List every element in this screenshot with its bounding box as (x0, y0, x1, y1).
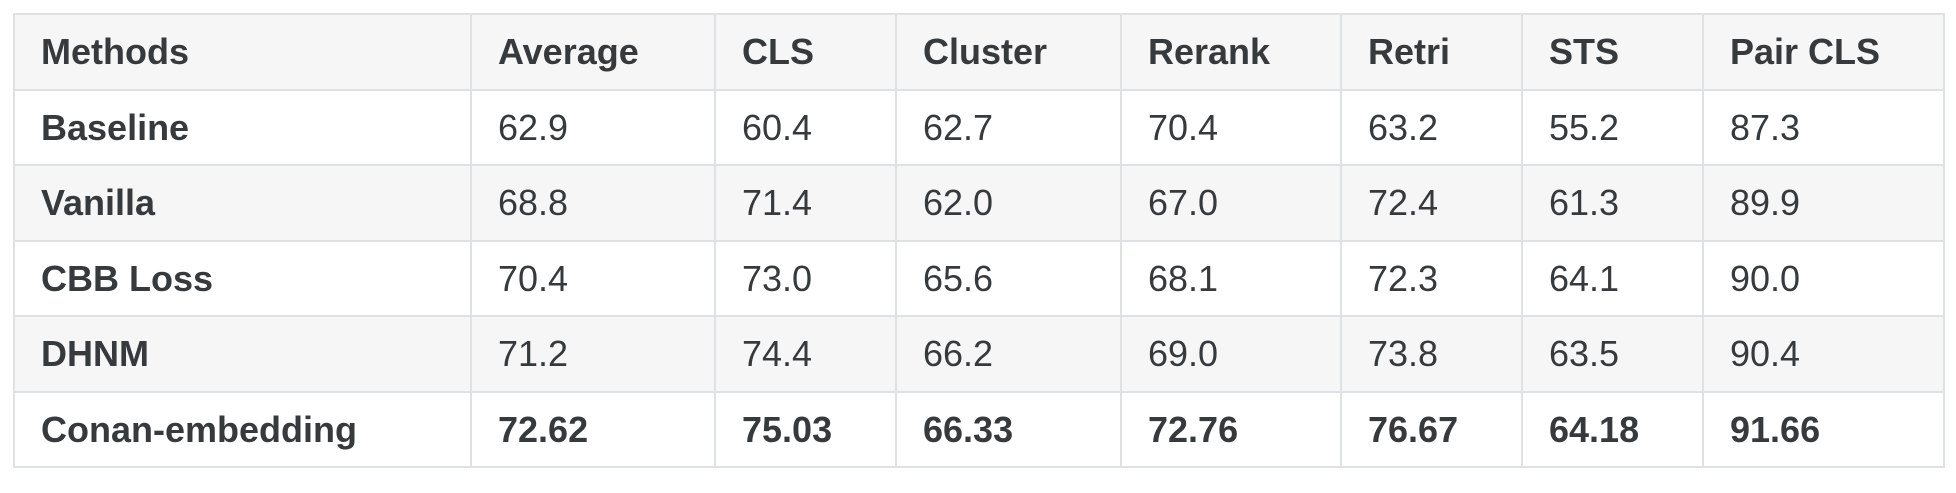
value-cell: 68.1 (1120, 239, 1342, 318)
value-cell: 62.0 (895, 164, 1122, 242)
value-cell: 71.2 (470, 315, 716, 393)
header-cell-cluster: Cluster (895, 13, 1122, 91)
header-cell-methods: Methods (13, 13, 472, 91)
value-cell: 67.0 (1120, 164, 1342, 242)
value-cell: 63.2 (1340, 88, 1523, 167)
value-cell: 74.4 (714, 315, 897, 393)
table-row: Baseline 62.9 60.4 62.7 70.4 63.2 55.2 8… (13, 88, 1945, 167)
table-row: Conan-embedding 72.62 75.03 66.33 72.76 … (13, 390, 1945, 469)
value-cell: 90.0 (1702, 239, 1945, 318)
value-cell: 76.67 (1340, 390, 1523, 469)
header-row: Methods Average CLS Cluster Rerank Retri… (13, 13, 1945, 91)
value-cell: 63.5 (1521, 315, 1704, 393)
table-row: Vanilla 68.8 71.4 62.0 67.0 72.4 61.3 89… (13, 164, 1945, 242)
value-cell: 91.66 (1702, 390, 1945, 469)
header-cell-average: Average (470, 13, 716, 91)
value-cell: 69.0 (1120, 315, 1342, 393)
header-cell-pair-cls: Pair CLS (1702, 13, 1945, 91)
results-table: Methods Average CLS Cluster Rerank Retri… (13, 13, 1945, 469)
table-row: CBB Loss 70.4 73.0 65.6 68.1 72.3 64.1 9… (13, 239, 1945, 318)
method-cell: Vanilla (13, 164, 472, 242)
header-cell-sts: STS (1521, 13, 1704, 91)
value-cell: 66.33 (895, 390, 1122, 469)
value-cell: 73.0 (714, 239, 897, 318)
value-cell: 66.2 (895, 315, 1122, 393)
value-cell: 55.2 (1521, 88, 1704, 167)
value-cell: 65.6 (895, 239, 1122, 318)
value-cell: 70.4 (1120, 88, 1342, 167)
value-cell: 61.3 (1521, 164, 1704, 242)
value-cell: 89.9 (1702, 164, 1945, 242)
value-cell: 72.3 (1340, 239, 1523, 318)
method-cell: DHNM (13, 315, 472, 393)
value-cell: 72.76 (1120, 390, 1342, 469)
value-cell: 71.4 (714, 164, 897, 242)
method-cell: CBB Loss (13, 239, 472, 318)
value-cell: 64.18 (1521, 390, 1704, 469)
header-cell-cls: CLS (714, 13, 897, 91)
method-cell: Conan-embedding (13, 390, 472, 469)
value-cell: 68.8 (470, 164, 716, 242)
value-cell: 87.3 (1702, 88, 1945, 167)
table-row: DHNM 71.2 74.4 66.2 69.0 73.8 63.5 90.4 (13, 315, 1945, 393)
header-cell-rerank: Rerank (1120, 13, 1342, 91)
value-cell: 62.9 (470, 88, 716, 167)
value-cell: 75.03 (714, 390, 897, 469)
value-cell: 90.4 (1702, 315, 1945, 393)
value-cell: 72.62 (470, 390, 716, 469)
value-cell: 64.1 (1521, 239, 1704, 318)
value-cell: 73.8 (1340, 315, 1523, 393)
value-cell: 72.4 (1340, 164, 1523, 242)
method-cell: Baseline (13, 88, 472, 167)
value-cell: 60.4 (714, 88, 897, 167)
value-cell: 62.7 (895, 88, 1122, 167)
value-cell: 70.4 (470, 239, 716, 318)
header-cell-retri: Retri (1340, 13, 1523, 91)
